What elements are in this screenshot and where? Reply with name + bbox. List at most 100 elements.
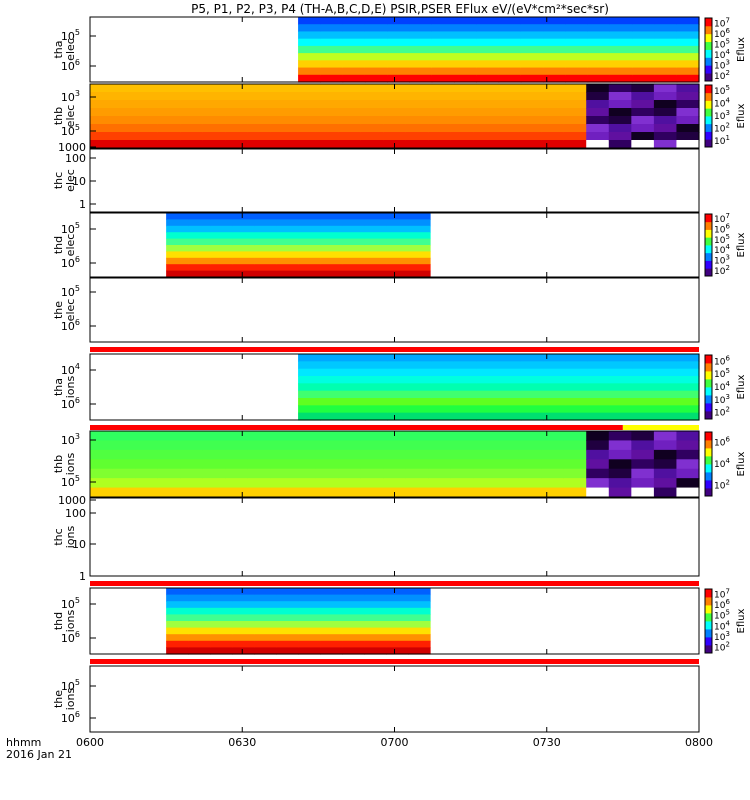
heatmap-cell	[90, 449, 114, 460]
heatmap-cell	[654, 38, 678, 47]
heatmap-cell	[276, 257, 299, 265]
heatmap-cell	[293, 468, 317, 479]
y-tick-label: 106	[61, 396, 80, 411]
heatmap-cell	[166, 219, 189, 227]
heatmap-cell	[254, 219, 277, 227]
heatmap-cell	[409, 361, 433, 370]
heatmap-cell	[496, 468, 520, 479]
heatmap-cell	[320, 238, 343, 246]
heatmap-cell	[496, 449, 520, 460]
heatmap-cell	[563, 440, 587, 451]
heatmap-cell	[298, 627, 321, 635]
heatmap-cell	[543, 74, 566, 83]
heatmap-cell	[450, 124, 475, 133]
heatmap-cell	[498, 45, 522, 54]
heatmap-cell	[631, 459, 655, 470]
heatmap-cell	[254, 594, 277, 602]
heatmap-cell	[473, 100, 497, 109]
heatmap-cell	[498, 376, 522, 384]
colorbar-segment	[705, 440, 712, 449]
heatmap-cell	[586, 478, 610, 489]
heatmap-cell	[498, 405, 522, 414]
heatmap-cell	[112, 440, 136, 451]
colorbar-tick-label: 104	[714, 457, 730, 470]
colorbar-segment	[705, 589, 712, 598]
heatmap-cell	[676, 45, 700, 54]
heatmap-cell	[565, 383, 589, 392]
heatmap-cell	[409, 376, 433, 384]
heatmap-cell	[386, 251, 409, 259]
heatmap-cell	[587, 376, 611, 384]
heatmap-cell	[387, 31, 411, 40]
heatmap-cell	[225, 459, 249, 470]
heatmap-cell	[210, 588, 233, 596]
heatmap-cell	[632, 67, 656, 76]
heatmap-cell	[202, 459, 226, 470]
heatmap-cell	[520, 361, 544, 370]
colorbar-segment	[705, 73, 712, 82]
heatmap-cell	[315, 100, 339, 109]
heatmap-cell	[632, 398, 656, 406]
heatmap-cell	[90, 124, 114, 133]
heatmap-cell	[166, 251, 189, 259]
heatmap-cell	[135, 449, 159, 460]
status-bar	[90, 425, 623, 430]
heatmap-cell	[450, 116, 475, 125]
heatmap-cell	[476, 398, 500, 406]
heatmap-cell	[225, 468, 249, 479]
heatmap-cell	[112, 140, 136, 149]
heatmap-cell	[631, 431, 655, 442]
heatmap-cell	[676, 361, 700, 370]
heatmap-cell	[364, 74, 388, 83]
heatmap-cell	[409, 67, 433, 76]
heatmap-cell	[90, 116, 114, 125]
heatmap-cell	[225, 487, 249, 498]
colorbar-tick-label: 107	[714, 212, 730, 225]
heatmap-cell	[608, 84, 632, 93]
heatmap-cell	[565, 67, 589, 76]
heatmap-cell	[293, 132, 317, 141]
heatmap-cell	[342, 257, 365, 265]
heatmap-cell	[188, 621, 211, 629]
colorbar-segment	[705, 221, 712, 230]
heatmap-cell	[498, 38, 522, 47]
heatmap-cell	[364, 627, 387, 635]
heatmap-cell	[293, 459, 317, 470]
heatmap-cell	[342, 368, 366, 377]
heatmap-cell	[364, 588, 387, 596]
heatmap-cell	[543, 38, 566, 47]
heatmap-cell	[364, 634, 387, 642]
heatmap-cell	[320, 53, 344, 61]
heatmap-cell	[320, 412, 344, 421]
heatmap-cell	[270, 487, 294, 498]
heatmap-cell	[543, 24, 566, 33]
heatmap-cell	[112, 92, 136, 101]
heatmap-cell	[587, 31, 611, 40]
heatmap-cell	[298, 232, 321, 240]
heatmap-cell	[202, 140, 226, 149]
heatmap-cell	[587, 60, 611, 69]
heatmap-cell	[609, 361, 633, 370]
heatmap-cell	[360, 92, 384, 101]
heatmap-cell	[342, 238, 365, 246]
heatmap-cell	[270, 132, 294, 141]
colorbar-tick-label: 106	[714, 598, 730, 611]
heatmap-cell	[405, 116, 429, 125]
heatmap-cell	[387, 24, 411, 33]
heatmap-cell	[180, 449, 204, 460]
heatmap-cell	[653, 92, 678, 101]
heatmap-cell	[387, 412, 411, 421]
heatmap-cell	[157, 140, 181, 149]
heatmap-cell	[431, 354, 455, 362]
heatmap-cell	[654, 376, 678, 384]
heatmap-cell	[342, 24, 366, 33]
heatmap-cell	[608, 92, 632, 101]
heatmap-cell	[563, 468, 587, 479]
colorbar-segment	[705, 432, 712, 441]
heatmap-cell	[428, 108, 452, 117]
heatmap-cell	[631, 100, 655, 109]
heatmap-cell	[293, 478, 317, 489]
heatmap-cell	[654, 53, 678, 61]
heatmap-cell	[405, 132, 429, 141]
heatmap-cell	[476, 412, 500, 421]
